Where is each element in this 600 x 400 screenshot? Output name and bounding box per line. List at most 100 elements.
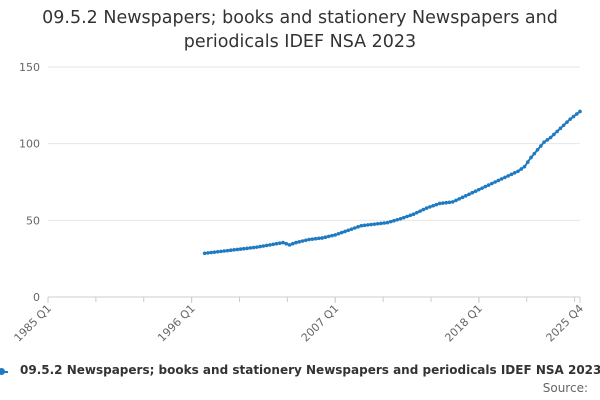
data-point: [359, 223, 364, 228]
data-point: [437, 201, 442, 206]
x-tick-label-1996-Q1: 1996 Q1: [155, 302, 198, 345]
data-point: [310, 237, 315, 241]
data-point: [434, 202, 439, 207]
data-point: [209, 250, 213, 255]
data-point: [477, 187, 481, 192]
data-point: [235, 247, 240, 252]
data-point: [287, 243, 292, 247]
data-point: [356, 225, 360, 229]
data-point: [317, 236, 321, 241]
data-point: [258, 244, 262, 249]
data-point: [333, 233, 338, 237]
data-point: [304, 238, 308, 243]
legend-marker: [0, 368, 5, 375]
data-point: [353, 226, 357, 230]
data-point: [486, 183, 491, 187]
data-point: [255, 245, 259, 249]
data-point: [346, 228, 351, 233]
data-point: [362, 223, 367, 228]
legend-label[interactable]: 09.5.2 Newspapers; books and stationery …: [20, 363, 600, 377]
y-tick-label-50: 50: [26, 214, 40, 227]
data-point: [366, 223, 370, 227]
data-point: [493, 180, 497, 184]
data-point: [415, 210, 419, 215]
data-point: [470, 190, 475, 195]
data-point: [490, 181, 494, 186]
data-point: [379, 221, 383, 226]
data-point: [405, 214, 409, 219]
data-point: [294, 240, 298, 245]
data-point: [401, 215, 406, 220]
data-point: [450, 200, 455, 204]
data-point: [248, 246, 253, 250]
grid-lines: [48, 66, 580, 298]
data-point: [519, 167, 524, 171]
data-point: [480, 186, 484, 190]
data-point: [326, 234, 331, 239]
data-point: [444, 200, 448, 205]
data-point: [382, 221, 386, 225]
data-point: [375, 221, 380, 226]
data-point: [418, 209, 422, 213]
series-layer: [202, 109, 582, 256]
data-point: [225, 248, 230, 253]
data-point: [457, 197, 462, 201]
data-point: [274, 241, 279, 246]
data-point: [238, 247, 243, 251]
data-point: [336, 231, 341, 236]
data-point: [215, 249, 220, 254]
data-point: [268, 243, 272, 247]
data-point: [284, 241, 289, 246]
data-point: [558, 126, 563, 131]
data-point: [574, 112, 579, 116]
data-point: [290, 241, 295, 246]
data-point: [545, 138, 550, 142]
data-point: [532, 151, 537, 156]
data-point: [499, 177, 504, 181]
data-point: [313, 236, 318, 241]
data-point: [395, 217, 400, 222]
data-point: [454, 198, 458, 203]
data-point: [369, 222, 373, 227]
data-point: [339, 230, 344, 235]
data-point: [392, 218, 396, 223]
data-point: [222, 249, 227, 253]
data-point: [509, 172, 514, 177]
x-tick-label-2025-Q4: 2025 Q4: [544, 302, 587, 345]
data-point: [460, 195, 465, 200]
data-point: [441, 201, 445, 205]
data-point: [578, 109, 582, 114]
data-point: [463, 194, 468, 198]
data-point: [297, 240, 302, 244]
data-point: [271, 242, 276, 247]
data-point: [503, 175, 507, 180]
data-point: [447, 200, 452, 205]
x-tick-label-2007-Q1: 2007 Q1: [299, 302, 342, 345]
data-point: [219, 249, 223, 254]
data-point: [496, 178, 501, 183]
data-point: [571, 114, 576, 119]
data-point: [251, 245, 256, 250]
data-point: [330, 233, 334, 238]
data-point: [388, 219, 393, 224]
y-tick-label-0: 0: [33, 291, 40, 304]
data-point: [281, 240, 285, 245]
data-point: [467, 192, 471, 197]
x-tick-label-1985-Q1: 1985 Q1: [12, 302, 55, 345]
data-point: [202, 251, 207, 256]
data-point: [245, 246, 249, 251]
data-point: [242, 246, 246, 251]
data-point: [232, 248, 236, 252]
data-point: [548, 135, 553, 140]
data-point: [300, 239, 305, 243]
legend[interactable]: 09.5.2 Newspapers; books and stationery …: [0, 362, 600, 380]
data-point: [506, 174, 511, 178]
x-axis: 1985 Q1 1996 Q1 2007 Q1 2018 Q1 2025 Q4: [12, 297, 587, 345]
data-point: [408, 213, 413, 218]
data-point: [539, 144, 543, 148]
data-point: [411, 212, 416, 216]
data-point: [372, 222, 377, 226]
data-point: [307, 237, 311, 242]
data-point: [277, 241, 282, 245]
